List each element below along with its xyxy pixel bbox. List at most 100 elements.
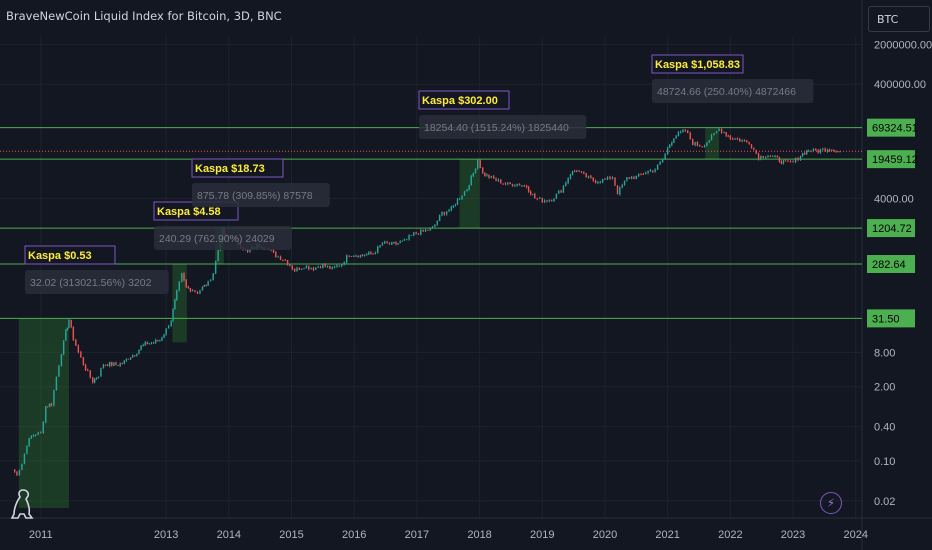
candle-body [817, 150, 819, 153]
candle-body [645, 172, 647, 175]
candle-body [48, 403, 51, 407]
candle-body [679, 131, 682, 133]
candle-body [37, 432, 39, 435]
candle-body [131, 355, 134, 358]
candle-body [123, 360, 126, 364]
candle-body [217, 250, 219, 261]
level-price-label: 69324.51 [872, 123, 918, 135]
candle-body [611, 177, 614, 179]
candle-body [837, 151, 839, 153]
kaspa-label: Kaspa $0.53 [28, 250, 92, 262]
stat-label: 32.02 (313021.56%) 3202 [30, 277, 152, 289]
candle-body [350, 256, 353, 257]
candle-body [771, 156, 774, 158]
y-tick-label: 0.10 [874, 456, 895, 468]
candle-body [497, 179, 500, 181]
candle-body [492, 176, 495, 179]
candle-body [93, 378, 96, 383]
kaspa-label: Kaspa $302.00 [422, 95, 498, 107]
candle-body [748, 141, 750, 145]
level-price-label: 31.50 [872, 313, 900, 325]
candle-body [379, 245, 381, 247]
candle-body [720, 128, 723, 133]
candle-body [214, 260, 217, 274]
candle-body [578, 171, 580, 173]
candle-body [196, 291, 199, 294]
candle-body [652, 170, 654, 172]
candle-body [127, 358, 130, 360]
candle-body [713, 133, 715, 136]
candle-body [534, 194, 536, 199]
candle-body [403, 239, 406, 241]
candle-body [762, 156, 764, 158]
kaspa-label: Kaspa $4.58 [157, 206, 221, 218]
candle-body [839, 151, 841, 152]
candle-body [279, 256, 282, 260]
candle-body [734, 138, 736, 140]
candle-body [165, 328, 167, 335]
candle-body [66, 327, 69, 331]
stat-label: 875.78 (309.85%) 87578 [197, 190, 313, 202]
candle-body [272, 249, 275, 252]
candle-body [176, 290, 178, 300]
candle-body [104, 364, 107, 366]
candle-body [401, 240, 403, 242]
candle-body [488, 174, 490, 178]
candle-body [72, 326, 75, 340]
stat-label: 48724.66 (250.40%) 4872466 [657, 86, 796, 98]
x-tick-label: 2020 [593, 529, 617, 541]
candle-body [46, 406, 49, 408]
candle-body [100, 368, 102, 377]
candle-body [484, 172, 486, 176]
x-tick-label: 2022 [718, 529, 742, 541]
candle-body [792, 161, 794, 163]
level-price-label: 19459.12 [872, 154, 918, 166]
candle-body [370, 252, 372, 254]
candle-body [609, 176, 611, 179]
candle-body [666, 147, 669, 154]
candle-body [363, 255, 366, 257]
candle-body [623, 180, 626, 185]
candle-body [815, 148, 817, 151]
candle-body [18, 469, 21, 476]
candle-body [159, 340, 161, 342]
candle-body [408, 235, 410, 240]
level-price-tag [867, 150, 915, 169]
candle-body [374, 252, 377, 254]
candle-body [801, 153, 804, 156]
candle-body [833, 149, 835, 152]
candle-body [333, 266, 336, 268]
candle-body [529, 191, 532, 195]
candle-body [161, 337, 163, 341]
level-price-tag [867, 118, 915, 137]
candle-body [296, 267, 298, 272]
candle-body [438, 215, 441, 221]
candle-body [805, 150, 808, 155]
candle-body [187, 286, 189, 288]
y-tick-label: 8.00 [874, 347, 895, 359]
x-tick-label: 2023 [781, 529, 805, 541]
y-tick-label: 2.00 [874, 382, 895, 394]
candle-body [774, 155, 776, 157]
candle-body [776, 155, 779, 158]
candle-body [89, 370, 91, 378]
candle-body [694, 142, 696, 146]
candle-body [782, 160, 785, 164]
price-scale-symbol[interactable]: BTC [868, 6, 930, 32]
candle-body [436, 220, 438, 225]
candle-body [580, 171, 583, 173]
candle-body [767, 155, 769, 158]
candle-body [723, 132, 725, 134]
candle-body [117, 365, 119, 366]
candle-body [604, 179, 606, 180]
candle-body [201, 286, 204, 291]
candle-body [637, 173, 640, 176]
stat-label: 18254.40 (1515.24%) 1825440 [424, 122, 569, 134]
candle-body [718, 128, 720, 132]
lightning-icon[interactable]: ⚡ [820, 492, 842, 514]
candle-body [163, 334, 165, 338]
candle-body [68, 319, 70, 328]
candle-body [518, 183, 521, 186]
candle-body [410, 235, 413, 237]
